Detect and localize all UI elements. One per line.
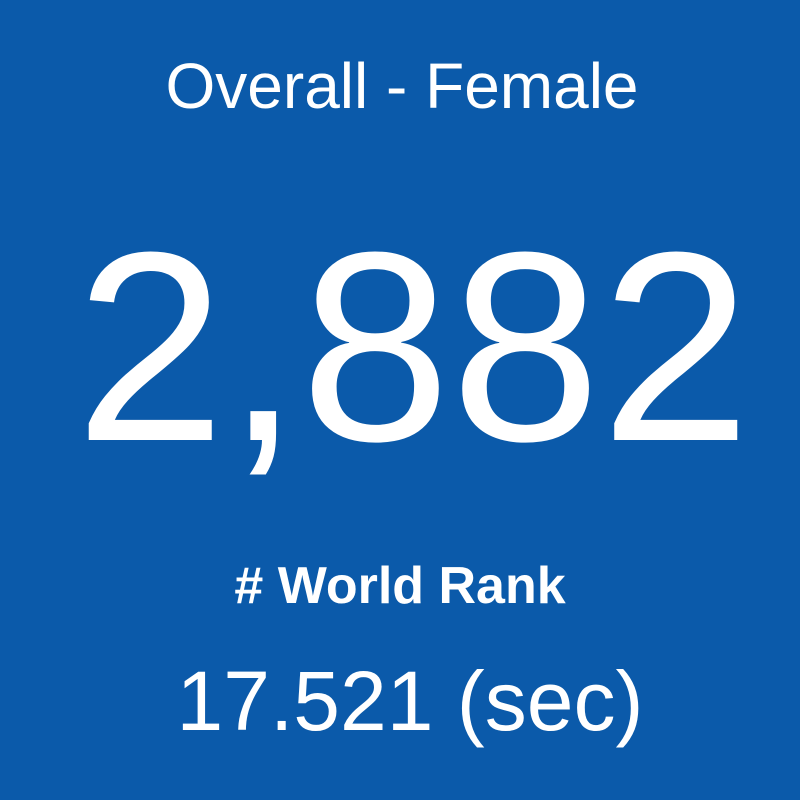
rank-label: # World Rank [234, 557, 565, 615]
tile-title: Overall - Female [166, 50, 639, 122]
time-value: 17.521 (sec) [177, 654, 644, 748]
rank-value: 2,882 [75, 197, 751, 498]
